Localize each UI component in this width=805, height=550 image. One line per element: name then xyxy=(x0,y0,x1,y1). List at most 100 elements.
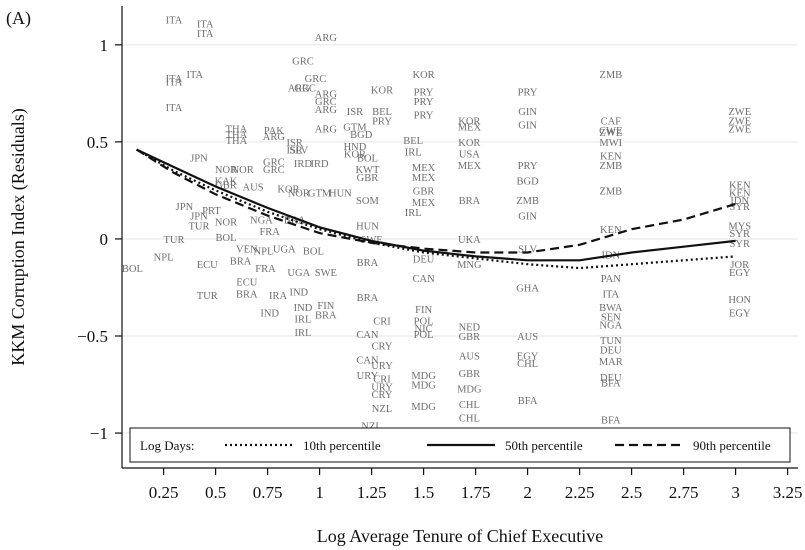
point-label: IRA xyxy=(269,291,288,302)
point-label: CRY xyxy=(371,342,392,353)
point-label: GTM xyxy=(343,122,367,133)
point-label: ARG xyxy=(315,89,338,100)
point-label: SEN xyxy=(601,313,621,324)
point-label: CHL xyxy=(517,359,538,370)
y-tick-label: 0.5 xyxy=(87,133,108,152)
point-label: HND xyxy=(344,142,367,153)
series-line-3 xyxy=(136,148,736,254)
point-label: BRA xyxy=(459,196,481,207)
point-label: IND xyxy=(289,287,308,298)
point-label: GRC xyxy=(263,165,285,176)
point-label: SYR xyxy=(730,229,750,240)
point-label: EGY xyxy=(729,309,751,320)
point-label: AUS xyxy=(243,183,264,194)
point-label: GRC xyxy=(315,97,337,108)
point-label: GTM xyxy=(308,188,332,199)
point-label: SYR xyxy=(730,239,750,250)
point-label: MAR xyxy=(599,357,623,368)
point-label: FIN xyxy=(415,305,432,316)
point-label: KOR xyxy=(371,85,393,96)
point-label: VEN xyxy=(236,245,258,256)
point-label: SLV xyxy=(289,146,308,157)
point-label: DEU xyxy=(413,254,435,265)
panel-label: (A) xyxy=(6,8,31,28)
point-label: CAN xyxy=(413,274,436,285)
point-label: BRA xyxy=(230,256,252,267)
point-label: NGA xyxy=(250,216,273,227)
point-label: THA xyxy=(226,124,248,135)
point-label: PRY xyxy=(414,111,434,122)
point-label: POL xyxy=(414,330,434,341)
point-label: HUN xyxy=(329,188,352,199)
point-label: KEN xyxy=(600,151,622,162)
x-tick-label: 0.75 xyxy=(253,483,283,502)
point-label: NGA xyxy=(599,320,622,331)
point-label: ITA xyxy=(197,19,214,30)
point-label: ZMB xyxy=(599,186,622,197)
point-label: EGY xyxy=(729,268,751,279)
x-tick-label: 3 xyxy=(731,483,740,502)
point-label: ITA xyxy=(166,78,183,89)
legend-entry-1: 10th percentile xyxy=(303,438,381,453)
point-label: PRY xyxy=(518,87,538,98)
point-label: JPN xyxy=(176,202,194,213)
point-label: GRC xyxy=(263,157,285,168)
point-label: IND xyxy=(294,303,313,314)
point-label: NZL xyxy=(372,404,392,415)
point-label: AUS xyxy=(517,332,538,343)
point-label: BOL xyxy=(303,247,324,258)
point-label: GIN xyxy=(518,120,537,131)
point-label: NOR xyxy=(288,188,310,199)
point-label: IRL xyxy=(294,315,311,326)
point-label: MDG xyxy=(411,381,436,392)
y-tick-label: −1 xyxy=(90,424,108,443)
axes: −1 −0.5 0 0.5 1 0.25 0.5 0.75 1 1.25 1.5 1.75 2 2.25 2… xyxy=(77,6,802,502)
point-label: AUS xyxy=(459,351,480,362)
point-label: IRD xyxy=(311,159,330,170)
point-label: CRI xyxy=(373,316,391,327)
point-label: BOL xyxy=(357,153,378,164)
point-label: TUR xyxy=(164,235,185,246)
point-label: URY xyxy=(357,371,379,382)
point-label: GBR xyxy=(215,181,237,192)
point-label: JPN xyxy=(190,153,208,164)
point-label: ITA xyxy=(166,16,183,27)
point-label: ISR xyxy=(286,146,302,157)
x-tick-label: 2.5 xyxy=(621,483,642,502)
point-label: CRY xyxy=(371,390,392,401)
point-label: KOR xyxy=(344,150,366,161)
point-label: PRT xyxy=(202,206,221,217)
point-label: KWT xyxy=(355,165,379,176)
point-label: CWE xyxy=(599,126,622,137)
series-line-1 xyxy=(136,148,736,270)
point-label: FRA xyxy=(259,227,280,238)
point-label: KOR xyxy=(413,70,435,81)
point-label: IDN xyxy=(730,196,749,207)
y-axis-title: KKM Corruption Index (Residuals) xyxy=(8,108,29,365)
point-label: NPL xyxy=(254,247,274,258)
point-label: NPL xyxy=(154,252,174,263)
point-label: CHL xyxy=(459,414,480,425)
point-label: FIN xyxy=(317,301,334,312)
point-label: MDG xyxy=(411,402,436,413)
point-label: KAK xyxy=(215,177,238,188)
legend-entry-3: 90th percentile xyxy=(693,438,771,453)
x-tick-label: 3.25 xyxy=(773,483,803,502)
x-tick-label: 0.25 xyxy=(149,483,179,502)
point-label: TUR xyxy=(197,291,218,302)
legend: Log Days: 10th percentile 50th percentile 9… xyxy=(129,427,791,463)
point-label: POL xyxy=(414,316,434,327)
point-label: PRY xyxy=(414,97,434,108)
point-label: NOR xyxy=(215,165,237,176)
point-label: ARG xyxy=(315,105,338,116)
point-label: ITA xyxy=(602,289,619,300)
point-label: CAN xyxy=(356,330,379,341)
point-label: TUR xyxy=(188,221,209,232)
point-label: ISR xyxy=(347,107,363,118)
point-label: KOR xyxy=(458,138,480,149)
point-label: TUN xyxy=(600,336,622,347)
point-label: NIC xyxy=(415,324,433,335)
point-label: URY xyxy=(371,382,393,393)
point-label: ZMB xyxy=(599,70,622,81)
point-label: MEX xyxy=(412,173,436,184)
